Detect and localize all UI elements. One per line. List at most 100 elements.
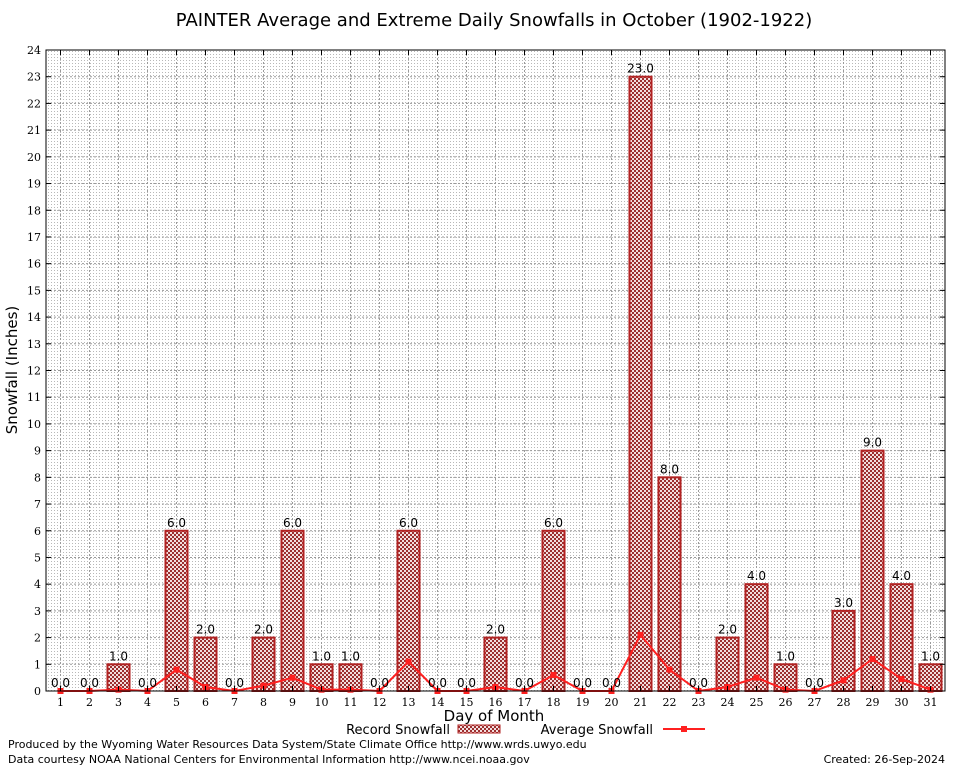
x-tick-label: 18: [547, 696, 561, 709]
record-bar: [280, 529, 305, 692]
x-tick-label: 9: [289, 696, 296, 709]
y-tick-label: 2: [34, 632, 41, 645]
x-tick-label: 6: [202, 696, 209, 709]
x-tick-label: 3: [115, 696, 122, 709]
x-tick-label: 16: [489, 696, 503, 709]
record-value-label: 0.0: [80, 676, 99, 690]
record-value-label: 0.0: [573, 676, 592, 690]
record-value-label: 0.0: [602, 676, 621, 690]
grid: [46, 50, 945, 691]
average-point: [869, 655, 876, 662]
y-tick-label: 19: [27, 178, 41, 191]
legend-record-swatch: [457, 724, 501, 734]
footer-produced-by: Produced by the Wyoming Water Resources …: [8, 738, 587, 751]
y-tick-label: 6: [34, 525, 41, 538]
average-point: [840, 677, 847, 684]
x-tick-label: 24: [721, 696, 735, 709]
x-tick-label: 27: [808, 696, 822, 709]
x-tick-label: 14: [431, 696, 445, 709]
x-tick-label: 19: [576, 696, 590, 709]
y-tick-label: 18: [27, 204, 41, 217]
record-value-label: 6.0: [399, 516, 418, 530]
record-bar: [860, 449, 885, 692]
y-tick-label: 24: [27, 44, 41, 57]
y-tick-label: 23: [27, 71, 41, 84]
record-bar: [628, 75, 653, 693]
x-tick-label: 5: [173, 696, 180, 709]
record-bar: [396, 529, 421, 692]
y-tick-label: 14: [27, 311, 41, 324]
y-tick-label: 9: [34, 445, 41, 458]
y-axis-label: Snowfall (Inches): [3, 306, 21, 434]
y-tick-label: 11: [27, 391, 41, 404]
record-bar: [715, 636, 740, 692]
x-tick-label: 15: [460, 696, 474, 709]
record-value-label: 0.0: [138, 676, 157, 690]
x-ticks: 1 2 3 4 5 6 7 8 9 10 11 12 13 14 15 16 17 18 19 20 21 22 23 24 2…: [57, 50, 938, 709]
x-tick-label: 25: [750, 696, 764, 709]
x-tick-label: 4: [144, 696, 151, 709]
y-tick-label: 20: [27, 151, 41, 164]
record-value-label: 3.0: [834, 596, 853, 610]
footer-created: Created: 26-Sep-2024: [824, 753, 945, 766]
record-value-label: 4.0: [747, 569, 766, 583]
record-bar: [541, 529, 566, 692]
record-value-label: 1.0: [109, 649, 128, 663]
x-tick-label: 11: [344, 696, 358, 709]
record-value-label: 1.0: [312, 649, 331, 663]
record-value-label: 0.0: [51, 676, 70, 690]
y-tick-label: 17: [27, 231, 41, 244]
record-value-label: 2.0: [254, 623, 273, 637]
average-point: [289, 674, 296, 681]
record-value-label: 1.0: [341, 649, 360, 663]
x-tick-label: 29: [866, 696, 880, 709]
x-tick-label: 7: [231, 696, 238, 709]
x-tick-label: 12: [373, 696, 387, 709]
y-tick-label: 15: [27, 284, 41, 297]
average-point: [173, 666, 180, 673]
footer-data-courtesy: Data courtesy NOAA National Centers for …: [8, 753, 530, 766]
legend: Record Snowfall Average Snowfall: [346, 723, 705, 738]
y-tick-label: 1: [34, 658, 41, 671]
y-tick-label: 7: [34, 498, 41, 511]
y-tick-label: 22: [27, 97, 41, 110]
x-tick-label: 13: [402, 696, 416, 709]
y-tick-label: 13: [27, 338, 41, 351]
y-tick-label: 8: [34, 471, 41, 484]
x-tick-label: 22: [663, 696, 677, 709]
y-tick-label: 10: [27, 418, 41, 431]
legend-average-label: Average Snowfall: [541, 723, 653, 738]
y-tick-label: 12: [27, 365, 41, 378]
record-value-label: 6.0: [283, 516, 302, 530]
record-value-label: 2.0: [486, 623, 505, 637]
average-point: [898, 675, 905, 682]
record-value-label: 2.0: [718, 623, 737, 637]
chart-title: PAINTER Average and Extreme Daily Snowfa…: [176, 10, 812, 31]
x-axis-label: Day of Month: [444, 707, 545, 725]
record-value-label: 6.0: [544, 516, 563, 530]
record-value-label: 0.0: [515, 676, 534, 690]
record-value-label: 0.0: [225, 676, 244, 690]
average-point: [550, 671, 557, 678]
x-tick-label: 8: [260, 696, 267, 709]
record-value-label: 0.0: [689, 676, 708, 690]
y-tick-label: 5: [34, 551, 41, 564]
average-point: [405, 658, 412, 665]
record-value-label: 8.0: [660, 462, 679, 476]
legend-average-marker: [681, 726, 687, 732]
y-tick-label: 16: [27, 258, 41, 271]
record-bar: [483, 636, 508, 692]
average-point: [260, 682, 267, 689]
data-labels: 0.0 0.0 1.0 0.0 6.0 2.0 0.0 2.0 6.0 1.0 1.0 0.0 6.0 0…: [51, 62, 940, 690]
x-tick-label: 10: [315, 696, 329, 709]
record-value-label: 0.0: [805, 676, 824, 690]
record-value-label: 1.0: [921, 649, 940, 663]
average-point: [666, 666, 673, 673]
record-value-label: 9.0: [863, 436, 882, 450]
record-value-label: 2.0: [196, 623, 215, 637]
y-tick-label: 4: [34, 578, 41, 591]
legend-record-label: Record Snowfall: [346, 723, 450, 738]
x-tick-label: 26: [779, 696, 793, 709]
